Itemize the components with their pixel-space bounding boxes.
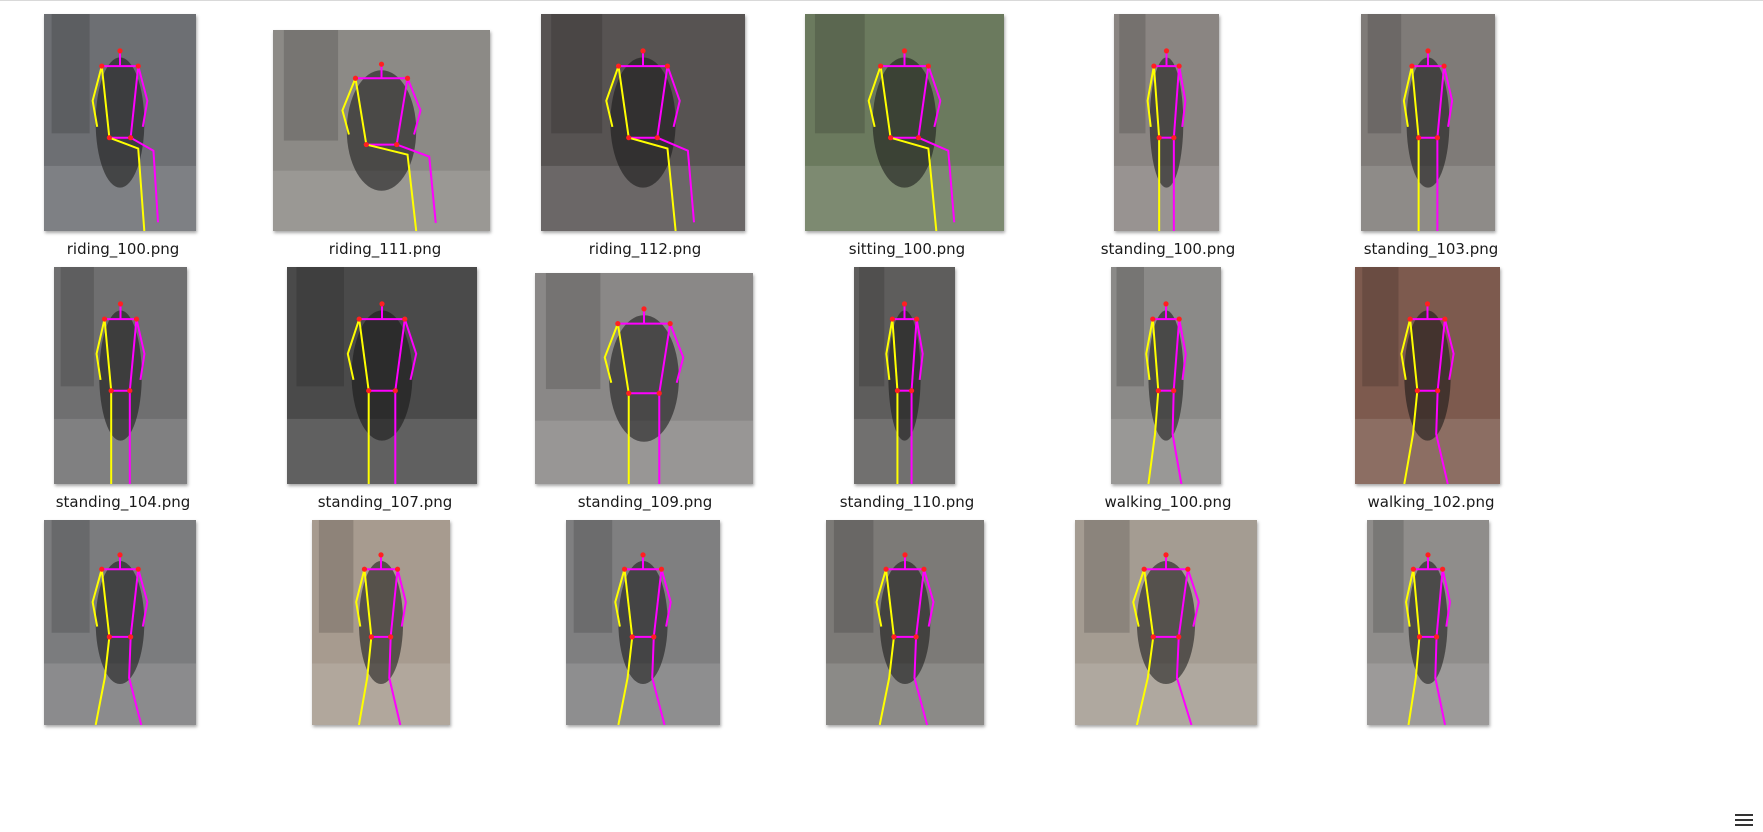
file-name-label: riding_112.png (588, 240, 702, 258)
pose-skeleton-image (535, 273, 753, 484)
pose-skeleton-image (1355, 267, 1500, 484)
pose-skeleton-image (1114, 14, 1219, 231)
pose-skeleton-image (312, 520, 450, 725)
pose-skeleton-image (287, 267, 477, 484)
pose-skeleton-image (44, 14, 196, 231)
pose-skeleton-image (566, 520, 720, 725)
file-name-label: standing_104.png (55, 493, 191, 511)
file-name-label: standing_103.png (1363, 240, 1499, 258)
file-thumbnail[interactable] (312, 520, 450, 725)
file-thumbnail[interactable] (54, 267, 187, 484)
file-thumbnail[interactable] (273, 30, 490, 231)
file-name-label: standing_110.png (839, 493, 975, 511)
file-name-label: standing_100.png (1100, 240, 1236, 258)
pose-skeleton-image (1111, 267, 1221, 484)
file-thumbnail[interactable] (541, 14, 745, 231)
file-thumbnail[interactable] (826, 520, 984, 725)
file-name-label: standing_109.png (577, 493, 713, 511)
file-name-label: riding_111.png (328, 240, 442, 258)
file-name-label: sitting_100.png (848, 240, 966, 258)
file-thumbnail[interactable] (44, 520, 196, 725)
file-thumbnail[interactable] (854, 267, 955, 484)
pose-skeleton-image (44, 520, 196, 725)
file-thumbnail[interactable] (44, 14, 196, 231)
file-name-label: walking_100.png (1104, 493, 1232, 511)
file-thumbnail[interactable] (1111, 267, 1221, 484)
pose-skeleton-image (805, 14, 1004, 231)
file-thumbnail[interactable] (1075, 520, 1257, 725)
view-options-icon[interactable] (1735, 814, 1753, 828)
pose-skeleton-image (54, 267, 187, 484)
file-thumbnail[interactable] (1355, 267, 1500, 484)
file-thumbnail[interactable] (566, 520, 720, 725)
file-name-label: riding_100.png (66, 240, 180, 258)
file-thumbnail[interactable] (1367, 520, 1489, 725)
pose-skeleton-image (1075, 520, 1257, 725)
pose-skeleton-image (854, 267, 955, 484)
pose-skeleton-image (826, 520, 984, 725)
file-name-label: walking_102.png (1367, 493, 1495, 511)
pose-skeleton-image (1367, 520, 1489, 725)
file-thumbnail[interactable] (1114, 14, 1219, 231)
file-thumbnail[interactable] (805, 14, 1004, 231)
file-thumbnail[interactable] (535, 273, 753, 484)
pose-skeleton-image (273, 30, 490, 231)
pose-skeleton-image (541, 14, 745, 231)
file-thumbnail[interactable] (1361, 14, 1495, 231)
file-name-label: standing_107.png (317, 493, 453, 511)
file-thumbnail[interactable] (287, 267, 477, 484)
top-divider (0, 0, 1763, 1)
pose-skeleton-image (1361, 14, 1495, 231)
